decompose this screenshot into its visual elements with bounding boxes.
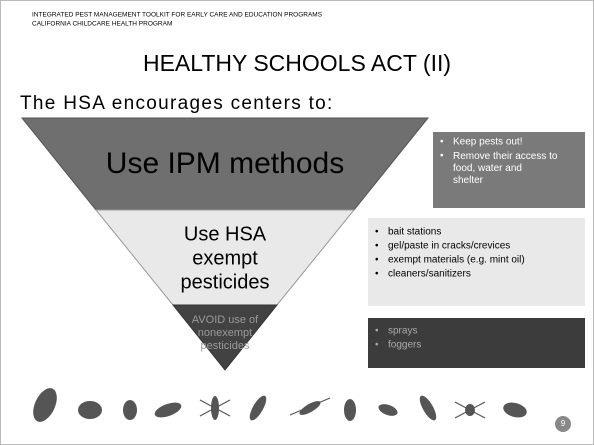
slide: INTEGRATED PEST MANAGEMENT TOOLKIT FOR E… [0,0,594,445]
slide-title: HEALTHY SCHOOLS ACT (II) [143,50,451,76]
tier-label: pesticides [201,340,250,352]
page-number: 9 [561,419,566,428]
page: INTEGRATED PEST MANAGEMENT TOOLKIT FOR E… [0,0,594,445]
header-line: CALIFORNIA CHILDCARE HEALTH PROGRAM [32,21,172,28]
subtitle: The HSA encourages centers to: [20,93,334,114]
bullet-text: exempt materials (e.g. mint oil) [388,255,525,266]
bullet-text: sprays [388,326,417,337]
tier-label: AVOID use of [192,314,259,326]
bullet-text: foggers [388,340,421,351]
tier-label: nonexempt [198,327,252,339]
bullet-text: bait stations [388,227,441,238]
bullet-dot: • [375,227,379,238]
tier-label: Use IPM methods [106,147,344,180]
header-line: INTEGRATED PEST MANAGEMENT TOOLKIT FOR E… [32,12,323,19]
tier-label: Use HSA [184,223,267,245]
bullet-dot: • [375,326,379,337]
bullet-dot: • [375,241,379,252]
bullet-dot: • [440,151,444,162]
tier-label: exempt [192,247,258,269]
bullet-dot: • [375,340,379,351]
bullet-text: gel/paste in cracks/crevices [388,241,510,252]
bullet-text: cleaners/sanitizers [388,269,471,280]
bullet-dot: • [375,255,379,266]
bullet-text: Keep pests out! [453,137,523,148]
bullet-dot: • [375,269,379,280]
tier-label: pesticides [181,271,270,293]
bullet-dot: • [440,137,444,148]
